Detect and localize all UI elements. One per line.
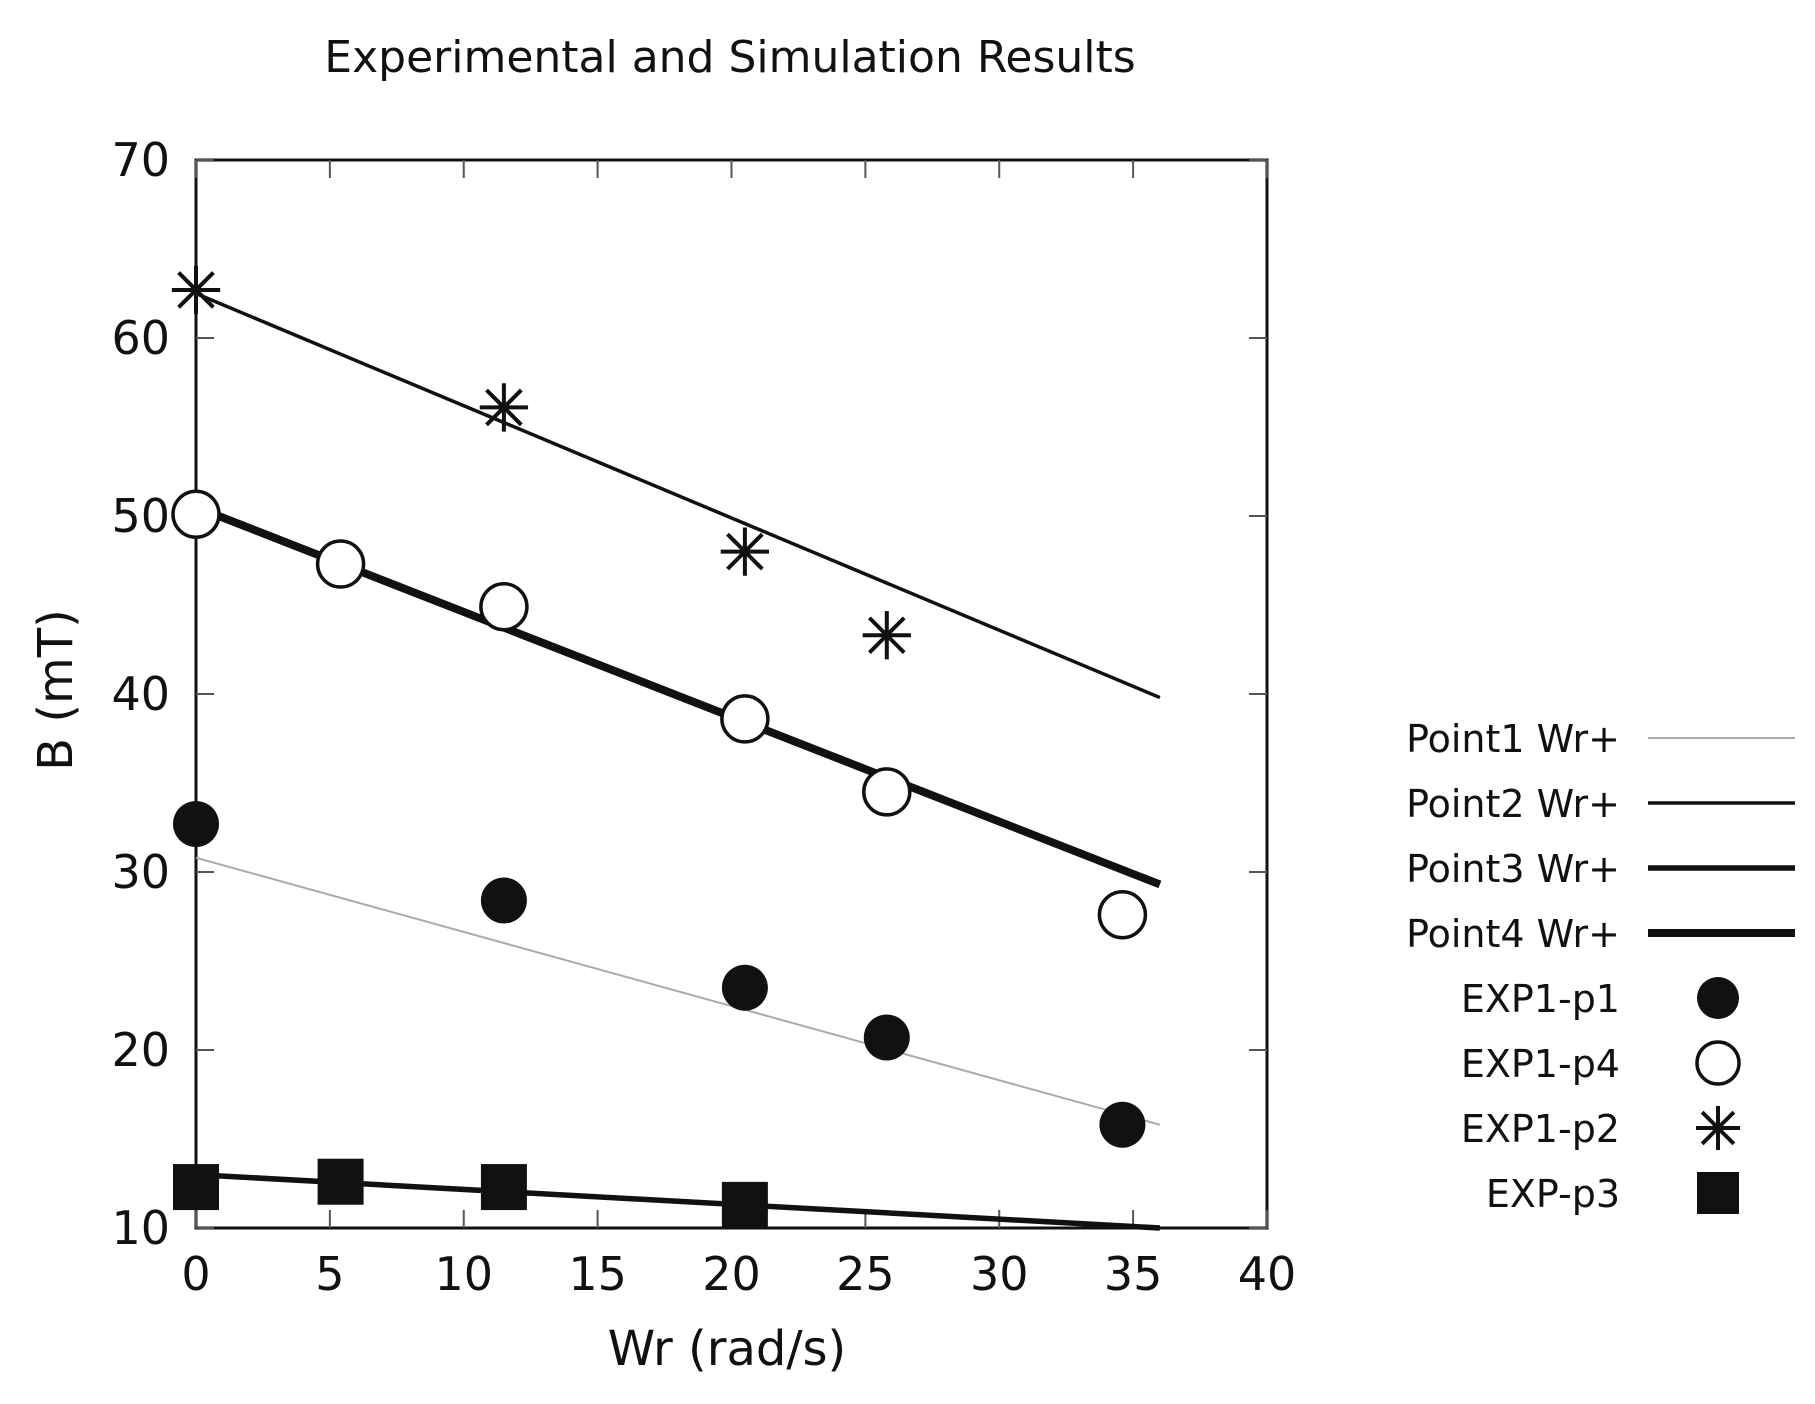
y-tick-label: 10 (111, 1201, 170, 1255)
plot-frame (194, 158, 1269, 1230)
legend-label: Point3 Wr+ (1406, 847, 1620, 891)
data-point-exp1-p4 (1097, 889, 1148, 940)
y-axis-label: B (mT) (28, 609, 84, 771)
data-point-exp-p3 (721, 1181, 768, 1228)
data-point-exp1-p4 (862, 767, 912, 817)
x-axis-label: Wr (rad/s) (608, 1321, 847, 1377)
y-tick-label: 70 (111, 133, 170, 187)
data-point-exp1-p4 (315, 539, 366, 589)
x-tick-label: 35 (1104, 1247, 1163, 1301)
series-line-point1-wr (195, 856, 1161, 1126)
y-tick-label: 30 (111, 845, 170, 899)
legend-marker-swatch (1697, 1172, 1739, 1214)
data-point-exp1-p2 (720, 527, 770, 576)
data-point-exp1-p2 (862, 611, 911, 660)
data-point-exp1-p1 (1099, 1101, 1146, 1148)
series-layer (171, 265, 1162, 1231)
x-tick-label: 20 (702, 1247, 761, 1301)
legend-marker-swatch (1697, 977, 1739, 1019)
chart-title: Experimental and Simulation Results (324, 32, 1135, 83)
legend-label: Point2 Wr+ (1406, 782, 1620, 826)
y-tick-label: 60 (111, 311, 170, 365)
data-point-exp1-p4 (171, 489, 221, 539)
y-tick-label: 40 (111, 667, 170, 721)
legend: Point1 Wr+ Point2 Wr+ Point3 Wr+ Point4 Wr+… (1406, 717, 1795, 1216)
axes-layer: 0 5 10 15 20 25 30 35 40 10 20 30 40 50 60 70 (111, 133, 1296, 1301)
data-point-exp1-p1 (173, 800, 219, 847)
x-tick-label: 40 (1238, 1247, 1297, 1301)
data-point-exp1-p2 (479, 383, 529, 432)
x-tick-label: 25 (836, 1247, 895, 1301)
x-tick-label: 30 (970, 1247, 1029, 1301)
y-tick-label: 50 (111, 489, 170, 543)
legend-label: Point1 Wr+ (1406, 717, 1620, 761)
data-point-exp-p3 (173, 1164, 219, 1211)
data-point-exp-p3 (480, 1164, 527, 1211)
x-tick-label: 0 (181, 1247, 210, 1301)
x-tick-label: 15 (568, 1247, 627, 1301)
data-point-exp1-p4 (720, 694, 770, 744)
y-tick-label: 20 (111, 1023, 170, 1077)
legend-label: EXP1-p4 (1461, 1042, 1620, 1086)
series-line-point2-wr (195, 291, 1161, 700)
x-tick-label: 10 (434, 1247, 493, 1301)
legend-label: Point4 Wr+ (1406, 912, 1620, 956)
x-tick-label: 5 (315, 1247, 344, 1301)
legend-label: EXP-p3 (1486, 1172, 1620, 1216)
data-point-exp1-p2 (171, 265, 221, 315)
legend-label: EXP1-p1 (1461, 977, 1620, 1021)
legend-label: EXP1-p2 (1461, 1107, 1620, 1151)
data-point-exp1-p1 (480, 877, 527, 924)
data-point-exp1-p1 (721, 964, 768, 1011)
data-point-exp1-p4 (479, 582, 529, 632)
data-point-exp1-p1 (863, 1014, 910, 1061)
legend-marker-swatch (1695, 1105, 1741, 1151)
data-point-exp-p3 (317, 1158, 364, 1205)
legend-marker-swatch (1695, 1040, 1741, 1086)
